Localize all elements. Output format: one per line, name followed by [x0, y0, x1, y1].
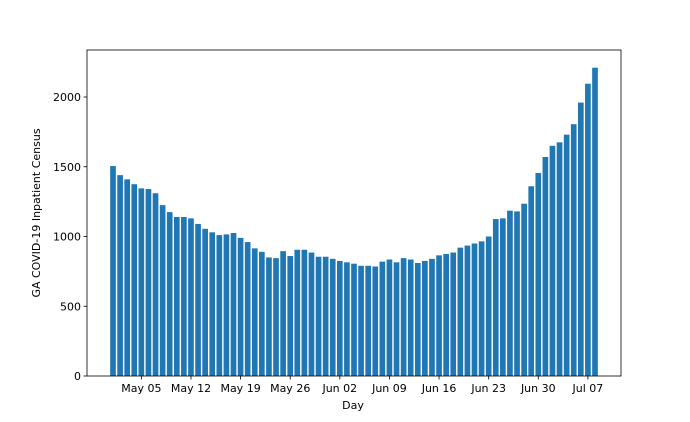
bar [478, 241, 485, 376]
y-tick-label: 0 [74, 370, 81, 383]
x-tick-label: Jun 16 [421, 382, 457, 395]
bar [138, 188, 145, 376]
bar [287, 256, 294, 376]
bar [244, 242, 251, 376]
bar [556, 142, 563, 376]
bar [471, 243, 478, 376]
y-tick-label: 500 [60, 300, 81, 313]
bar [563, 134, 570, 376]
bar [230, 233, 237, 376]
bar [492, 219, 499, 376]
bar [308, 252, 315, 376]
bar [259, 251, 265, 376]
x-tick-label: Jun 23 [470, 382, 506, 395]
bar [273, 258, 279, 376]
bar [521, 203, 527, 376]
x-tick-label: May 19 [220, 382, 260, 395]
bar [351, 263, 357, 376]
y-tick-label: 2000 [53, 91, 81, 104]
x-tick-label: Jun 30 [520, 382, 556, 395]
bar [294, 249, 301, 376]
bar [159, 205, 166, 376]
bar [577, 102, 584, 376]
bar [450, 252, 457, 376]
bar [251, 248, 258, 376]
bar [528, 186, 535, 376]
x-tick-label: Jun 02 [321, 382, 357, 395]
bar [181, 216, 187, 376]
bar [110, 166, 116, 376]
bar [535, 173, 542, 376]
bar [315, 256, 322, 376]
x-tick-label: May 12 [171, 382, 211, 395]
bar [280, 251, 286, 376]
bar [500, 218, 506, 376]
x-tick-label: Jun 09 [371, 382, 407, 395]
y-tick-label: 1000 [53, 231, 81, 244]
bar [386, 259, 393, 376]
bar [336, 260, 343, 376]
bar [400, 258, 407, 376]
x-axis-label: Day [342, 399, 364, 412]
bar [173, 216, 180, 376]
bar [592, 67, 598, 376]
x-tick-label: May 05 [121, 382, 161, 395]
bar [365, 265, 372, 376]
bar [301, 249, 308, 376]
bar [216, 235, 223, 376]
bar [393, 262, 400, 376]
bar [329, 258, 336, 376]
bar [209, 232, 216, 376]
bar [124, 179, 131, 376]
y-tick-label: 1500 [53, 161, 81, 174]
y-axis-label: GA COVID-19 Inpatient Census [30, 128, 43, 297]
bar [237, 237, 244, 376]
bar [188, 218, 194, 376]
bar [542, 156, 549, 376]
bar [195, 223, 201, 376]
bar [464, 245, 471, 376]
bar [223, 234, 230, 376]
bar [429, 258, 435, 376]
bar [457, 247, 464, 376]
bar [131, 184, 138, 376]
bar [422, 260, 428, 376]
bar [202, 228, 208, 376]
bar [379, 261, 386, 376]
x-tick-label: May 26 [270, 382, 310, 395]
bar [514, 211, 520, 376]
bar [322, 256, 329, 376]
bar [117, 175, 123, 376]
bar [266, 257, 272, 376]
bar [585, 83, 591, 376]
bar [570, 124, 577, 376]
bar [436, 255, 442, 376]
plot-frame [86, 49, 622, 377]
bar [414, 263, 421, 376]
bar [344, 262, 350, 376]
bar [443, 253, 449, 376]
bar [166, 212, 173, 376]
x-tick-label: Jul 07 [572, 382, 604, 395]
bar [549, 145, 556, 376]
bar [507, 210, 513, 376]
bar [372, 266, 379, 376]
bar [358, 265, 364, 376]
bar [145, 189, 152, 376]
bar [407, 259, 414, 376]
bar [485, 236, 492, 376]
bar [152, 193, 159, 376]
